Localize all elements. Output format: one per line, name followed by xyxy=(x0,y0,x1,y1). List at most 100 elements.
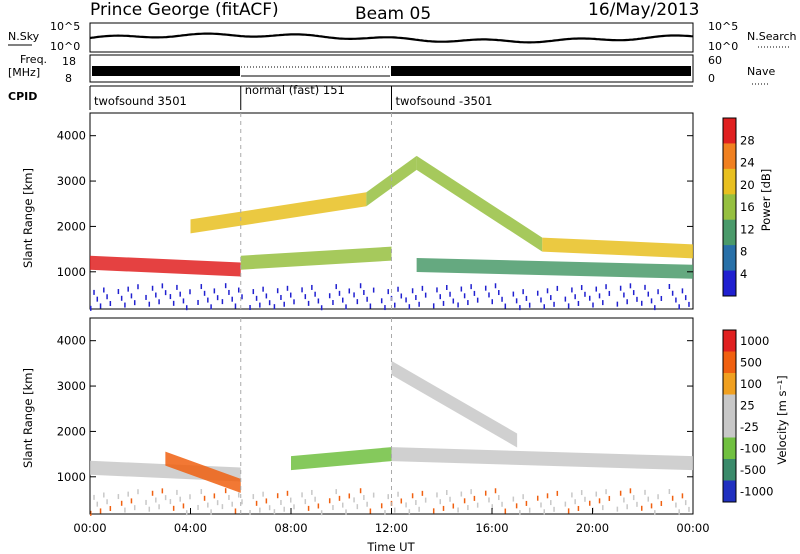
noise-speck xyxy=(501,501,503,507)
noise-speck xyxy=(262,286,264,292)
x-tick-label: 12:00 xyxy=(375,521,408,535)
noise-speck xyxy=(151,490,154,496)
noise-speck xyxy=(436,492,438,498)
noise-speck xyxy=(584,291,586,297)
noise-speck xyxy=(182,298,185,304)
noise-speck xyxy=(449,291,451,297)
noise-speck xyxy=(394,507,396,513)
noise-speck xyxy=(280,294,282,300)
colorbar-swatch xyxy=(723,118,736,144)
noise-speck xyxy=(120,500,123,506)
noise-speck xyxy=(155,497,157,503)
noise-speck xyxy=(255,500,258,506)
noise-speck xyxy=(301,492,303,498)
noise-speck xyxy=(161,283,164,289)
noise-speck xyxy=(241,294,243,300)
noise-speck xyxy=(363,494,365,500)
noise-speck xyxy=(650,298,653,304)
noise-speck xyxy=(224,283,227,289)
noise-speck xyxy=(494,283,497,289)
noise-speck xyxy=(311,489,313,495)
noise-speck xyxy=(421,490,424,496)
noise-speck xyxy=(543,509,546,515)
colorbar-swatch xyxy=(723,373,736,395)
noise-speck xyxy=(688,301,690,307)
noise-speck xyxy=(501,296,503,302)
noise-speck xyxy=(164,290,167,296)
noise-speck xyxy=(200,284,203,290)
y-tick-label: 4000 xyxy=(57,334,86,348)
beam-title: Beam 05 xyxy=(355,4,431,24)
noise-speck xyxy=(397,286,399,292)
noise-speck xyxy=(252,494,255,500)
noise-speck xyxy=(161,488,164,494)
noise-speck xyxy=(301,287,303,293)
noise-speck xyxy=(484,490,487,496)
noise-speck xyxy=(640,300,643,306)
noise-speck xyxy=(158,299,160,305)
noise-speck xyxy=(148,506,151,512)
noise-speck xyxy=(237,492,240,498)
noise-speck xyxy=(567,508,570,514)
noise-speck xyxy=(172,300,175,306)
noise-speck xyxy=(595,286,598,292)
echo-band xyxy=(391,360,518,448)
noise-speck xyxy=(654,305,656,311)
noise-speck xyxy=(103,492,105,498)
noise-speck xyxy=(564,296,567,302)
noise-speck xyxy=(546,288,549,294)
noise-speck xyxy=(268,300,271,306)
y-tick-label: 3000 xyxy=(57,379,86,393)
noise-speck xyxy=(536,290,539,296)
noise-speck xyxy=(304,294,307,300)
nsearch-tick-top: 10^5 xyxy=(708,20,738,33)
noise-speck xyxy=(259,507,261,513)
colorbar-tick-label: -1000 xyxy=(740,484,773,498)
noise-speck xyxy=(515,503,518,509)
noise-speck xyxy=(602,300,604,306)
freq-strip: Freq. [MHz] 18 8 60 0 Nave xyxy=(8,53,775,85)
velocity-ylabel: Slant Range [km] xyxy=(21,368,35,468)
colorbar-swatch xyxy=(723,394,736,417)
noise-speck xyxy=(571,287,573,293)
date-title: 16/May/2013 xyxy=(588,0,700,20)
colorbar-swatch xyxy=(723,194,736,221)
noise-speck xyxy=(348,288,351,294)
noise-speck xyxy=(598,498,601,504)
noise-speck xyxy=(314,496,316,502)
noise-speck xyxy=(249,510,251,516)
colorbar-swatch xyxy=(723,437,736,460)
noise-speck xyxy=(473,495,476,501)
noise-speck xyxy=(644,284,646,290)
noise-speck xyxy=(124,302,126,308)
noise-speck xyxy=(400,293,403,299)
noise-speck xyxy=(678,304,680,310)
noise-speck xyxy=(249,305,251,311)
noise-speck xyxy=(678,509,680,515)
noise-speck xyxy=(169,294,172,300)
colorbar-tick-label: 8 xyxy=(740,245,747,259)
noise-speck xyxy=(457,302,459,308)
noise-speck xyxy=(109,301,112,307)
noise-speck xyxy=(504,303,507,309)
noise-speck xyxy=(626,504,628,510)
noise-speck xyxy=(137,284,139,290)
cpid-strip: CPID twofsound 3501 normal (fast) 151 twof… xyxy=(8,83,693,110)
noise-speck xyxy=(380,298,383,304)
noise-speck xyxy=(629,488,632,494)
colorbar-tick-label: -500 xyxy=(740,463,766,477)
noise-speck xyxy=(436,287,438,293)
noise-speck xyxy=(127,491,129,497)
noise-speck xyxy=(684,295,687,301)
noise-speck xyxy=(522,289,524,295)
noise-speck xyxy=(415,295,417,301)
noise-speck xyxy=(522,494,524,500)
nsky-tick-top: 10^5 xyxy=(50,20,80,33)
echo-band xyxy=(542,237,693,259)
noise-speck xyxy=(353,292,355,298)
freq-unit: [MHz] xyxy=(8,66,40,79)
nsky-strip: N.Sky 10^5 10^0 10^5 10^0 N.Search xyxy=(8,20,797,53)
noise-speck xyxy=(397,491,399,497)
cpid-segment-label: twofsound 3501 xyxy=(94,94,187,108)
